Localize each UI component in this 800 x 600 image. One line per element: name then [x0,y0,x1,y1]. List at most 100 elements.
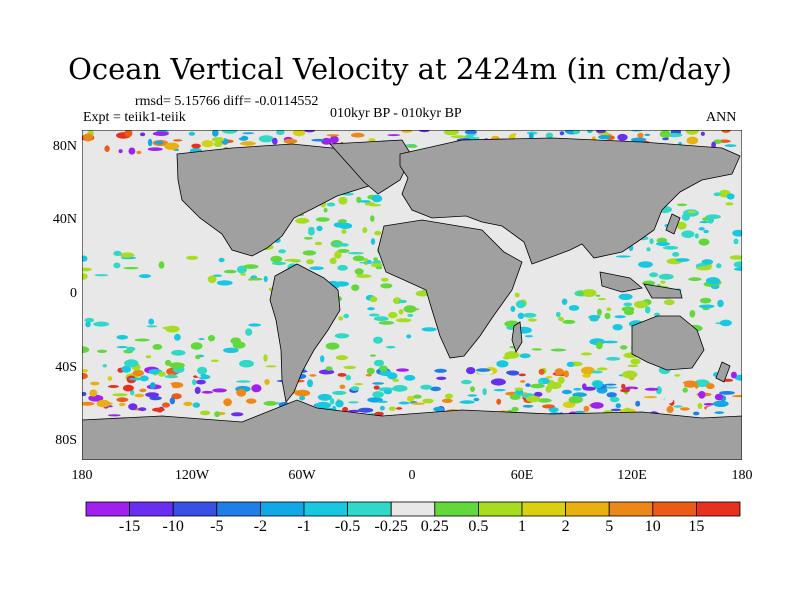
anomaly-patch [293,130,306,137]
anomaly-patch [694,379,710,387]
anomaly-patch [538,368,545,375]
anomaly-patch [680,407,690,411]
anomaly-patch [398,309,404,315]
new-zealand-islands [715,361,731,383]
anomaly-patch [518,373,526,377]
anomaly-patch [343,313,350,319]
lon-label: 120W [174,468,210,483]
anomaly-patch [195,379,206,385]
anomaly-patch [373,316,389,322]
anomaly-patch [338,222,353,229]
anomaly-patch [410,402,425,405]
anomaly-patch [354,268,364,275]
anomaly-patch [338,219,347,224]
anomaly-patch [345,374,352,381]
anomaly-patch [85,321,91,328]
colorbar-tick-label: 5 [605,518,614,535]
anomaly-patch [558,316,564,322]
anomaly-patch [414,308,419,311]
anomaly-patch [133,140,143,147]
anomaly-patch [556,311,561,318]
anomaly-patch [627,364,639,368]
anomaly-patch [482,388,487,396]
anomaly-patch [514,292,520,298]
anomaly-patch [270,255,283,263]
anomaly-patch [195,354,201,360]
anomaly-patch [377,400,388,403]
anomaly-patch [732,229,742,237]
anomaly-patch [385,345,396,349]
anomaly-patch [231,412,244,417]
anomaly-patch [707,216,714,224]
anomaly-patch [698,304,715,309]
anomaly-patch [419,130,430,133]
anomaly-patch [359,261,375,264]
anomaly-patch [612,324,623,331]
anomaly-patch [604,383,617,386]
anomaly-patch [146,325,158,328]
anomaly-patch [568,395,583,404]
anomaly-patch [672,252,680,257]
lat-label: 0 [70,286,77,301]
anomaly-patch [662,245,679,250]
colorbar-box [259,501,305,517]
anomaly-patch [436,376,447,380]
colorbar-box [608,501,654,517]
anomaly-patch [248,323,262,327]
anomaly-patch [201,390,214,394]
colorbar-tick-label: 15 [688,518,705,535]
anomaly-patch [197,366,208,375]
anomaly-patch [383,389,392,395]
anomaly-patch [587,130,593,134]
anomaly-patch [698,238,710,246]
anomaly-patch [306,259,315,265]
anomaly-patch [606,307,612,312]
anomaly-patch [134,393,145,398]
anomaly-patch [606,392,617,398]
anomaly-patch [162,382,173,391]
colorbar-box [477,501,523,517]
indonesia-islands [599,271,683,299]
colorbar-box [390,501,436,517]
anomaly-patch [116,346,128,349]
anomaly-patch [618,293,633,300]
anomaly-patch [526,395,541,403]
anomaly-patch [686,136,699,145]
anomaly-patch [430,386,441,392]
anomaly-patch [188,131,196,136]
anomaly-patch [662,137,669,141]
anomaly-patch [309,374,317,377]
anomaly-patch [107,376,113,381]
anomaly-patch [136,150,142,155]
anomaly-patch [169,362,185,369]
anomaly-patch [337,264,348,271]
anomaly-patch [566,361,575,367]
lat-label: 80N [52,139,77,154]
anomaly-patch [123,266,139,270]
anomaly-patch [334,251,342,259]
anomaly-patch [326,134,340,137]
anomaly-patch [496,398,502,405]
anomaly-patch [311,138,326,142]
anomaly-patch [443,130,459,136]
anomaly-patch [421,327,437,332]
anomaly-patch [441,398,453,403]
anomaly-patch [134,338,150,342]
stats-text: rmsd= 5.15766 diff= -0.0114552 [135,94,319,109]
anomaly-patch [165,325,180,333]
anomaly-patch [531,348,542,351]
anomaly-patch [392,378,400,382]
anomaly-patch [351,284,360,291]
anomaly-patch [343,365,357,370]
anomaly-patch [352,255,365,262]
anomaly-patch [83,133,94,142]
anomaly-patch [554,368,564,376]
anomaly-patch [649,272,659,278]
anomaly-patch [699,297,712,304]
anomaly-patch [732,395,742,398]
colorbar-tick-label: -0.25 [374,518,408,535]
anomaly-patch [637,132,644,139]
anomaly-patch [128,403,138,411]
anomaly-patch [379,365,388,372]
anomaly-patch [523,312,537,318]
